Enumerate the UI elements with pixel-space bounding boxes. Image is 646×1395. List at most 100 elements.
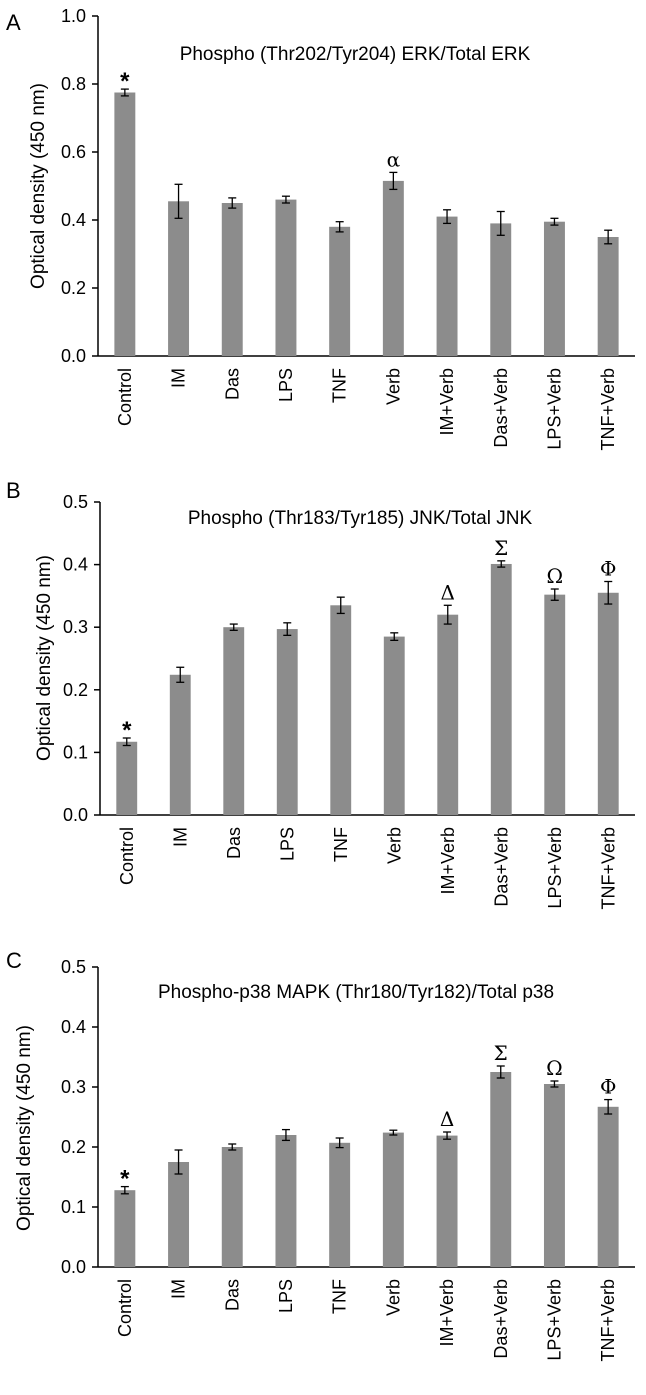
y-tick-label-b: 0.3 [63, 617, 88, 637]
error-bar-a [550, 217, 559, 226]
bar-a [329, 226, 351, 356]
error-bar-c [228, 1143, 237, 1151]
bar-b [383, 636, 405, 815]
y-axis-label-c: Optical density (450 nm) [14, 1025, 35, 1231]
panel-label-b: B [6, 478, 21, 503]
y-tick-label-c: 0.2 [61, 1137, 86, 1157]
bar-a [221, 203, 243, 356]
error-bar-c [443, 1131, 452, 1140]
x-category-label-b: IM+Verb [438, 827, 458, 895]
bar-c [490, 1072, 512, 1267]
x-category-label-b: LPS+Verb [545, 827, 565, 909]
bar-b [169, 674, 191, 815]
panel-label-c: C [6, 948, 22, 973]
significance-marker-c: Δ [440, 1107, 454, 1131]
x-category-label-b: Verb [384, 827, 404, 864]
x-category-label-a: TNF+Verb [598, 368, 618, 451]
chart-panel-a: A Phospho (Thr202/Tyr204) ERK/Total ERK … [6, 6, 635, 451]
bar-c [543, 1084, 565, 1267]
error-bar-a [335, 221, 344, 233]
error-bar-c [120, 1185, 129, 1195]
error-bar-a [389, 171, 398, 191]
error-bar-c [604, 1098, 613, 1115]
bar-b [116, 741, 138, 815]
x-category-label-a: Verb [383, 368, 403, 405]
x-category-label-c: Das+Verb [491, 1279, 511, 1359]
bar-c [275, 1135, 297, 1267]
bar-a [275, 199, 297, 356]
error-bar-a [281, 195, 290, 204]
y-tick-label-c: 0.1 [61, 1197, 86, 1217]
x-category-label-a: LPS+Verb [544, 368, 564, 450]
y-tick-label-c: 0.5 [61, 957, 86, 977]
x-category-label-c: LPS+Verb [544, 1279, 564, 1361]
chart-title-c: Phospho-p38 MAPK (Thr180/Tyr182)/Total p… [158, 982, 554, 1003]
x-category-label-c: IM+Verb [437, 1279, 457, 1347]
y-tick-label-a: 0.6 [61, 142, 86, 162]
bar-a [436, 216, 458, 356]
error-bar-c [496, 1065, 505, 1079]
error-bar-b [390, 632, 399, 641]
plot-area-a: 0.0 0.2 0.4 0.6 0.8 1.0 * Control IM Das LPS TNF α Ve… [61, 6, 635, 451]
bar-c [168, 1162, 190, 1267]
y-tick-label-c: 0.3 [61, 1077, 86, 1097]
error-bar-c [550, 1080, 559, 1088]
chart-panel-c: C Phospho-p38 MAPK (Thr180/Tyr182)/Total… [6, 948, 635, 1362]
x-category-label-c: Verb [383, 1279, 403, 1316]
error-bar-a [228, 197, 237, 209]
y-tick-label-b: 0.1 [63, 742, 88, 762]
error-bar-b [283, 622, 292, 636]
significance-marker-c: Ω [546, 1056, 563, 1080]
bar-a [114, 92, 136, 356]
error-bar-c [389, 1129, 398, 1136]
bar-a [543, 221, 565, 356]
bar-a [168, 201, 190, 356]
y-tick-label-c: 0.4 [61, 1017, 86, 1037]
error-bar-c [335, 1137, 344, 1149]
significance-marker-c: Σ [494, 1041, 508, 1065]
x-category-label-c: Das [222, 1279, 242, 1311]
error-bar-b [336, 596, 345, 615]
x-category-label-a: LPS [276, 368, 296, 402]
error-bar-a [120, 88, 129, 97]
significance-marker-b: Φ [600, 557, 616, 581]
error-bar-b [122, 737, 131, 747]
y-axis-label-b: Optical density (450 nm) [34, 555, 55, 761]
y-tick-label-a: 0.2 [61, 278, 86, 298]
error-bar-b [443, 604, 452, 625]
x-category-label-b: LPS [277, 827, 297, 861]
y-tick-label-b: 0.0 [63, 805, 88, 825]
bar-a [382, 180, 404, 356]
plot-area-b: 0.0 0.1 0.2 0.3 0.4 0.5 * Control IM Das LPS TNF Ver… [63, 492, 635, 910]
error-bar-c [281, 1128, 290, 1142]
panel-label-a: A [6, 10, 21, 35]
x-category-label-c: LPS [276, 1279, 296, 1313]
x-category-label-a: Das+Verb [491, 368, 511, 448]
error-bar-c [174, 1149, 183, 1175]
significance-marker-b: * [122, 717, 132, 744]
y-tick-label-a: 0.4 [61, 210, 86, 230]
bar-c [329, 1142, 351, 1267]
bar-b [544, 594, 566, 815]
error-bar-b [550, 588, 559, 601]
x-category-label-a: IM [169, 368, 189, 388]
x-category-label-c: Control [115, 1279, 135, 1337]
x-category-label-a: TNF [330, 368, 350, 403]
error-bar-a [443, 209, 452, 225]
bar-c [382, 1132, 404, 1267]
bar-c [597, 1106, 619, 1267]
x-category-label-b: Das [224, 827, 244, 859]
bar-a [597, 237, 619, 356]
x-category-label-b: Control [117, 827, 137, 885]
significance-marker-b: Σ [494, 536, 508, 560]
bar-b [490, 563, 512, 815]
y-tick-label-a: 1.0 [61, 6, 86, 26]
y-tick-label-a: 0.0 [61, 346, 86, 366]
significance-marker-b: Δ [441, 580, 455, 604]
x-category-label-a: Das [222, 368, 242, 400]
significance-marker-a: * [120, 68, 130, 95]
chart-panel-b: B Phospho (Thr183/Tyr185) JNK/Total JNK … [6, 478, 635, 910]
x-category-label-a: IM+Verb [437, 368, 457, 436]
x-category-label-b: TNF [331, 827, 351, 862]
